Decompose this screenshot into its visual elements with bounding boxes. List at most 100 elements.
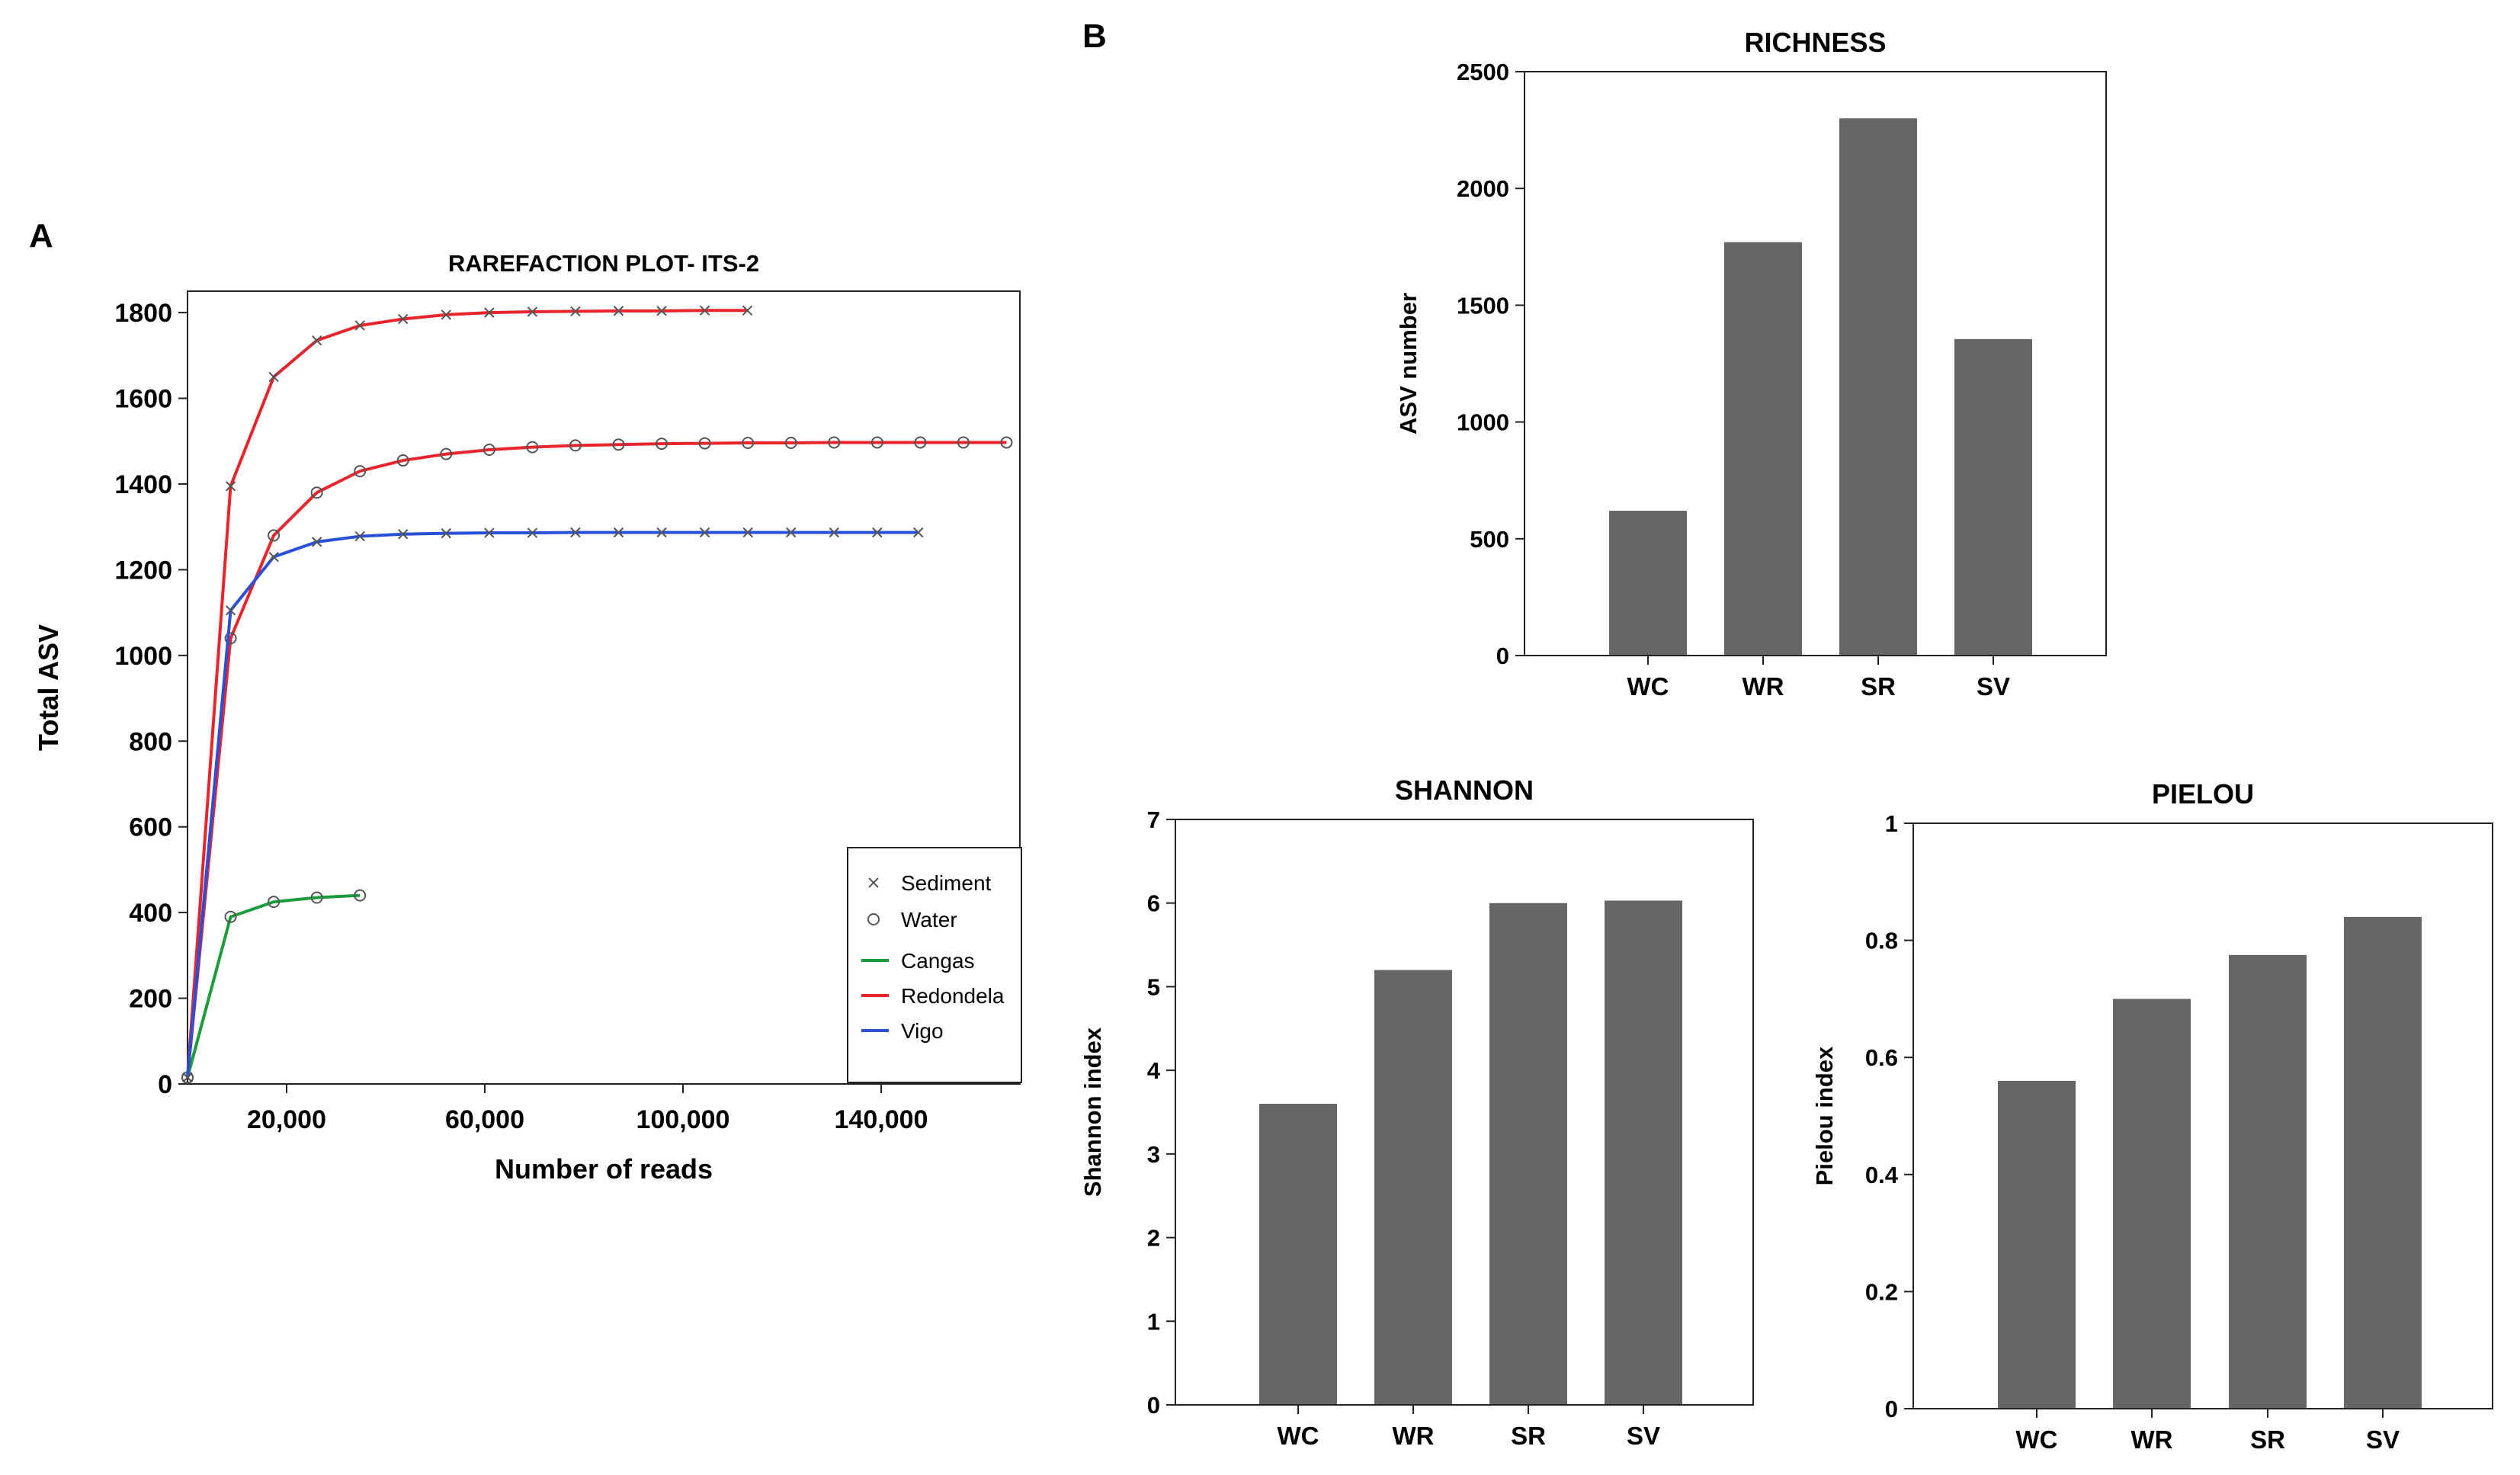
richness-bar-sv [1954, 338, 2032, 656]
shannon-ytick-label: 1 [1147, 1308, 1160, 1335]
redondela-water-point [483, 444, 495, 456]
legend-sediment-marker [868, 877, 879, 888]
redondela-water-point [742, 437, 755, 450]
vigo-sediment-point [699, 527, 710, 538]
redondela-water-point [828, 436, 841, 449]
redondela-sediment-point [311, 335, 322, 346]
rarefaction-ytick-label: 1000 [114, 642, 172, 671]
shannon-category-label: WR [1393, 1422, 1435, 1450]
redondela-water-point [440, 447, 453, 460]
richness-ytick-label: 2500 [1457, 59, 1509, 85]
shannon-chart: 0 1 2 3 4 5 6 7 WC WR SR SV SHANNON Shannon index [1079, 774, 1754, 1450]
shannon-title: SHANNON [1395, 774, 1534, 806]
richness-category-label: SV [1977, 672, 2010, 701]
richness-title: RICHNESS [1744, 27, 1886, 58]
pielou-bar-wc [1998, 1080, 2076, 1409]
vigo-sediment-point [742, 527, 753, 538]
legend-water-label: Water [901, 908, 957, 931]
pielou-category-label: SV [2366, 1425, 2400, 1454]
shannon-ytick-label: 3 [1147, 1141, 1160, 1168]
cangas-water-point [268, 896, 281, 909]
legend-cangas-label: Cangas [901, 949, 975, 973]
pielou-bar-sv [2344, 916, 2422, 1409]
cangas-water-point [310, 891, 323, 904]
vigo-sediment-point [527, 527, 538, 538]
vigo-sediment-point [570, 527, 581, 538]
redondela-water-point [526, 441, 539, 454]
cangas-water-point [354, 889, 367, 902]
redondela-sediment-point [225, 481, 236, 492]
pielou-ytick-label: 0.4 [1865, 1162, 1899, 1188]
redondela-water-point [569, 439, 582, 452]
shannon-ytick-label: 2 [1147, 1225, 1160, 1252]
legend-sediment-label: Sediment [901, 871, 992, 895]
richness-bar-wc [1609, 511, 1687, 656]
redondela-water-point [396, 454, 409, 467]
rarefaction-ytick-label: 200 [129, 985, 172, 1014]
shannon-bar-wr [1374, 970, 1452, 1405]
rarefaction-xtick-label: 140,000 [835, 1105, 928, 1134]
legend-vigo-label: Vigo [901, 1019, 944, 1043]
pielou-category-label: SR [2250, 1425, 2285, 1454]
rarefaction-xtick-label: 60,000 [445, 1105, 524, 1134]
pielou-chart: 0 0.2 0.4 0.6 0.8 1 WC WR SR SV PIELOU Pielou index [1811, 778, 2493, 1454]
redondela-sediment-point [398, 313, 409, 325]
cangas-water-line [186, 893, 361, 1079]
richness-category-label: WC [1627, 672, 1669, 701]
rarefaction-xlabel: Number of reads [495, 1153, 713, 1185]
legend-water-marker [867, 913, 880, 925]
redondela-sediment-point [268, 371, 279, 383]
redondela-sediment-point [699, 305, 710, 316]
redondela-water-point [870, 436, 883, 449]
vigo-sediment-line [186, 531, 919, 1078]
pielou-ylabel: Pielou index [1811, 1046, 1838, 1185]
rarefaction-ytick-label: 0 [158, 1070, 172, 1099]
shannon-plot-frame [1175, 819, 1754, 1406]
rarefaction-xtick-label: 20,000 [247, 1105, 326, 1134]
shannon-ytick-label: 6 [1147, 890, 1160, 917]
redondela-sediment-point [570, 306, 581, 317]
redondela-sediment-point [656, 306, 667, 316]
rarefaction-ytick-label: 1200 [114, 556, 172, 585]
redondela-sediment-point [613, 306, 624, 316]
vigo-sediment-point [785, 527, 797, 538]
shannon-category-label: SV [1627, 1422, 1660, 1450]
richness-ytick-label: 1500 [1457, 292, 1509, 319]
redondela-sediment-point [527, 306, 538, 317]
richness-ytick-label: 2000 [1457, 175, 1509, 202]
richness-bar-sr [1839, 118, 1917, 656]
richness-category-label: SR [1861, 672, 1896, 701]
redondela-sediment-point [441, 309, 452, 320]
shannon-ylabel: Shannon index [1079, 1027, 1106, 1197]
redondela-sediment-line [186, 309, 748, 1078]
rarefaction-title: RAREFACTION PLOT- ITS-2 [448, 250, 759, 277]
redondela-sediment-point [742, 305, 753, 316]
redondela-water-point [310, 486, 323, 499]
panel-a-label: A [29, 217, 53, 255]
redondela-water-point [612, 438, 625, 451]
richness-category-label: WR [1743, 672, 1784, 701]
pielou-bar-sr [2229, 954, 2307, 1409]
rarefaction-ytick-label: 1600 [114, 385, 172, 414]
shannon-bar-sv [1605, 900, 1682, 1405]
vigo-sediment-point [613, 527, 624, 538]
redondela-water-point [784, 437, 797, 450]
rarefaction-xtick-label: 100,000 [636, 1105, 730, 1134]
shannon-ytick-label: 0 [1147, 1392, 1160, 1419]
shannon-ytick-label: 5 [1147, 973, 1160, 1000]
richness-ytick-label: 1000 [1457, 409, 1509, 436]
vigo-sediment-point [398, 529, 409, 540]
pielou-plot-frame [1912, 822, 2493, 1409]
shannon-bar-wc [1259, 1104, 1337, 1405]
cangas-water-point [224, 910, 237, 923]
vigo-sediment-point [311, 537, 322, 547]
legend-redondela-label: Redondela [901, 984, 1005, 1008]
redondela-water-line [186, 441, 1007, 1078]
richness-ylabel: ASV number [1395, 293, 1422, 434]
pielou-ytick-label: 0.6 [1865, 1044, 1898, 1071]
vigo-sediment-point [225, 605, 236, 616]
rarefaction-plot-frame [187, 290, 1021, 1085]
redondela-water-point [957, 436, 970, 449]
redondela-water-point [656, 438, 668, 451]
